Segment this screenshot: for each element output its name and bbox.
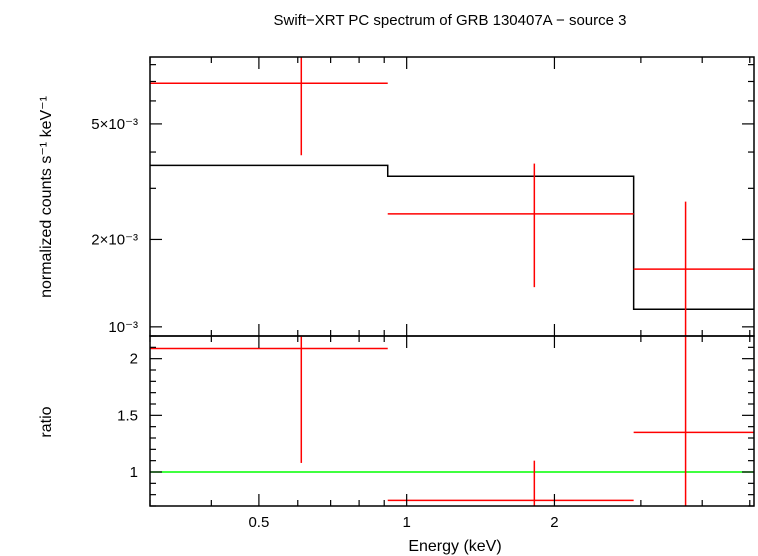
data-point <box>150 336 388 463</box>
plot-area: 5×10⁻³2×10⁻³10⁻³21.510.5 1 2 <box>91 56 755 531</box>
spectrum-panel: 5×10⁻³ 2×10⁻³ 10⁻³ <box>91 56 755 337</box>
ratio-y-axis-label: ratio <box>38 406 55 437</box>
y-tick-label: 2×10⁻³ <box>91 231 138 248</box>
data-point <box>150 57 388 156</box>
y-tick-label: 2 <box>130 351 138 368</box>
y-tick-label: 1 <box>130 464 138 481</box>
spectrum-y-axis-label: normalized counts s⁻¹ keV⁻¹ <box>38 96 55 298</box>
data-point <box>387 163 634 288</box>
spectrum-frame <box>149 56 755 337</box>
data-point <box>387 460 634 506</box>
y-tick-label: 10⁻³ <box>108 319 138 336</box>
data-point <box>633 201 754 336</box>
chart-title: Swift−XRT PC spectrum of GRB 130407A − s… <box>274 12 627 29</box>
ratio-panel: 21.51 <box>117 335 755 507</box>
x-tick-label: 1 <box>402 514 410 531</box>
y-tick-label: 1.5 <box>117 407 138 424</box>
x-tick-label: 2 <box>550 514 558 531</box>
model-histogram <box>150 164 754 310</box>
ratio-frame <box>149 335 755 507</box>
x-axis-label: Energy (keV) <box>408 538 501 555</box>
x-tick-label: 0.5 <box>248 514 269 531</box>
y-tick-label: 5×10⁻³ <box>91 116 138 133</box>
data-point <box>633 336 754 506</box>
